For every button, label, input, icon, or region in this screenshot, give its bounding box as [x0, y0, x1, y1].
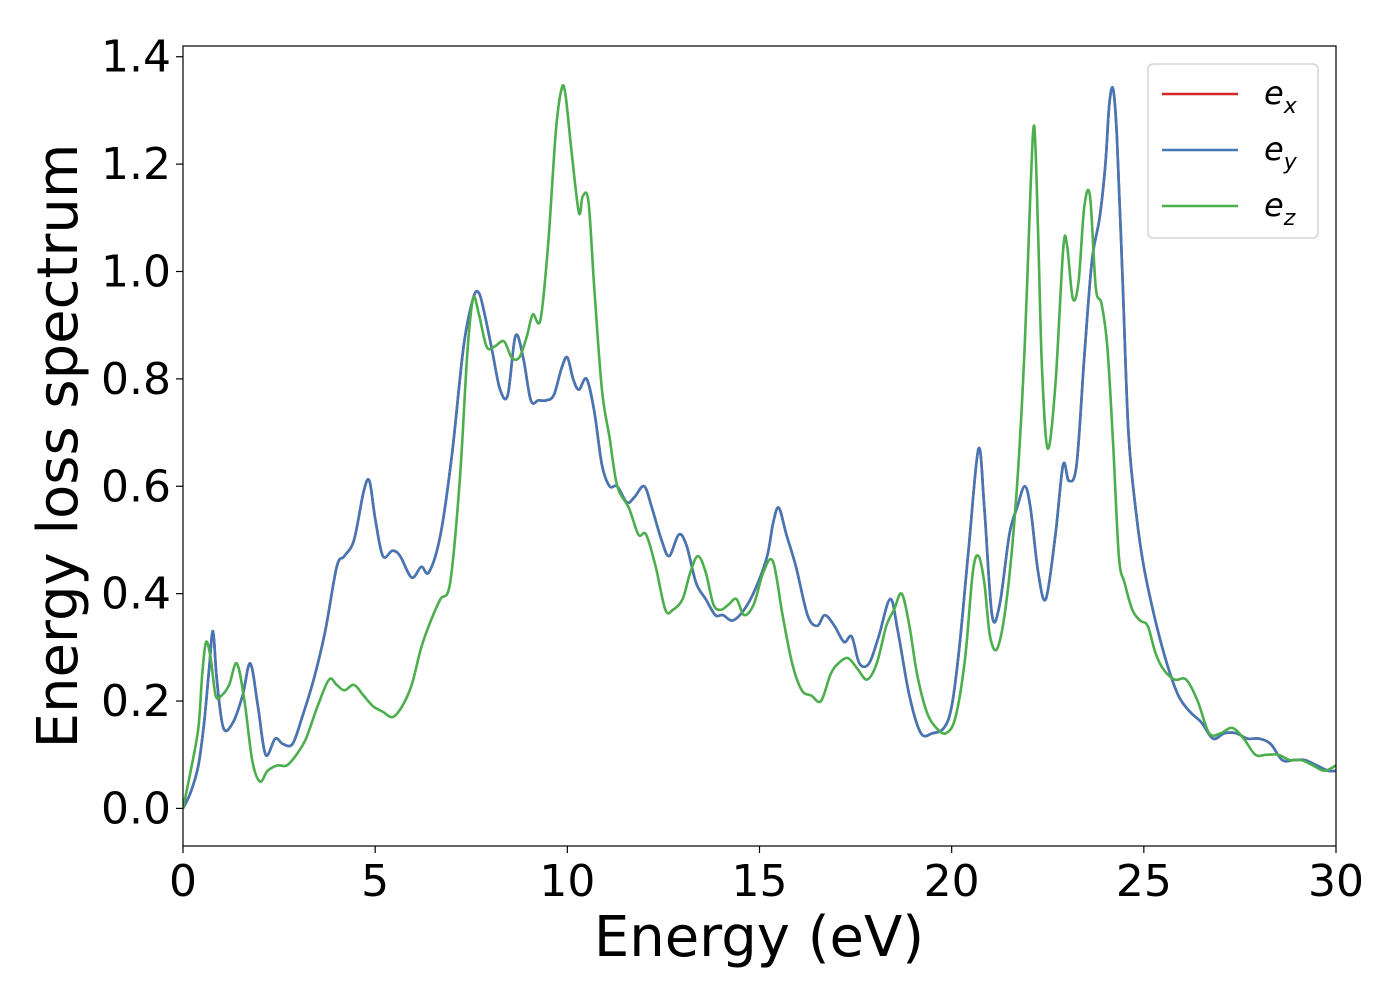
- y-tick-label: 0.0: [101, 783, 171, 834]
- x-tick-label: 0: [169, 856, 197, 907]
- y-tick-label: 1.2: [101, 139, 171, 190]
- x-tick-label: 10: [539, 856, 595, 907]
- y-tick-label: 1.0: [101, 247, 171, 298]
- series-line-e-y: [183, 86, 1336, 809]
- y-tick-label: 0.6: [101, 461, 171, 512]
- legend-label: ey: [1264, 130, 1298, 175]
- x-tick-label: 25: [1116, 856, 1172, 907]
- y-tick-label: 0.4: [101, 569, 171, 620]
- series-line-e-z: [183, 84, 1336, 809]
- y-tick-label: 1.4: [101, 32, 171, 83]
- legend-label: ex: [1264, 74, 1298, 119]
- x-axis: 0 5 10 15 20 25 30: [169, 846, 1364, 907]
- y-tick-label: 0.2: [101, 676, 171, 727]
- x-tick-label: 15: [732, 856, 788, 907]
- legend-label: ez: [1264, 186, 1296, 231]
- x-tick-label: 20: [924, 856, 980, 907]
- series-layer: [183, 84, 1336, 809]
- y-axis: 0.0 0.2 0.4 0.6 0.8 1.0 1.2 1.4: [101, 32, 183, 834]
- x-axis-label: Energy (eV): [594, 905, 924, 970]
- y-axis-label: Energy loss spectrum: [26, 144, 91, 749]
- y-tick-label: 0.8: [101, 354, 171, 405]
- x-tick-label: 5: [361, 856, 389, 907]
- legend: ex ey ez: [1147, 63, 1319, 239]
- x-tick-label: 30: [1308, 856, 1364, 907]
